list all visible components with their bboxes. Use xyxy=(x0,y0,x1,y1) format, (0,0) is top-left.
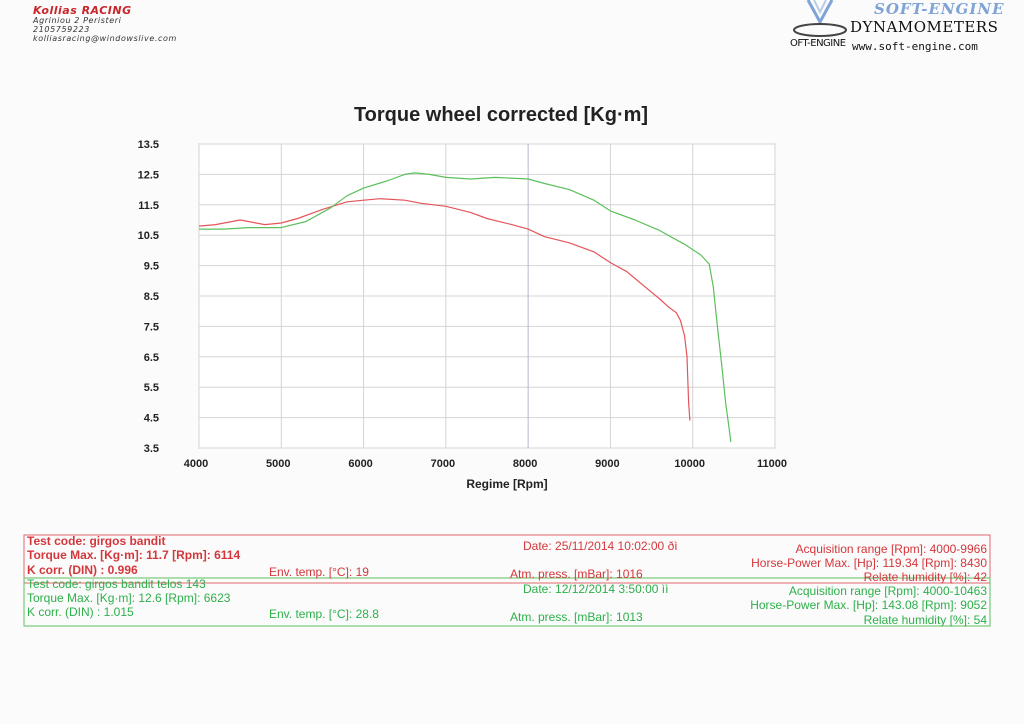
logo-url: www.soft-engine.com xyxy=(852,40,978,53)
company-phone: 2105759223 xyxy=(33,25,90,34)
run2-hp-max: Horse-Power Max. [Hp]: 143.08 [Rpm]: 905… xyxy=(750,598,987,612)
company-address: Agriniou 2 Peristeri xyxy=(33,16,122,25)
company-header: Kollias RACING Agriniou 2 Peristeri 2105… xyxy=(33,4,177,43)
run2-acq-range: Acquisition range [Rpm]: 4000-10463 xyxy=(788,584,987,598)
y-tick-label: 8.5 xyxy=(144,291,159,303)
chart-grid xyxy=(198,143,776,449)
x-tick-label: 4000 xyxy=(184,458,208,470)
run1-humidity: Relate humidity [%]: 42 xyxy=(863,570,987,584)
x-tick-label: 6000 xyxy=(348,458,372,470)
y-tick-label: 7.5 xyxy=(144,321,159,333)
run1-date: Date: 25/11/2014 10:02:00 ðì xyxy=(523,539,678,553)
x-axis-label: Regime [Rpm] xyxy=(466,477,547,491)
run2-date: Date: 12/12/2014 3:50:00 ìì xyxy=(523,582,669,596)
x-tick-label: 7000 xyxy=(431,458,455,470)
run1-atm-press: Atm. press. [mBar]: 1016 xyxy=(510,567,643,581)
y-tick-label: 5.5 xyxy=(144,382,159,394)
y-tick-label: 4.5 xyxy=(144,413,159,425)
series-line-1 xyxy=(198,198,691,421)
logo-emblem-icon xyxy=(793,0,847,37)
company-email: kolliasracing@windowslive.com xyxy=(33,34,177,43)
chart-title: Torque wheel corrected [Kg·m] xyxy=(353,104,649,126)
y-tick-label: 11.5 xyxy=(138,200,159,212)
y-tick-label: 6.5 xyxy=(144,352,159,364)
run2-k-corr: K corr. (DIN) : 1.015 xyxy=(27,605,134,619)
x-tick-label: 11000 xyxy=(757,458,787,470)
run1-hp-max: Horse-Power Max. [Hp]: 119.34 [Rpm]: 843… xyxy=(751,556,987,570)
y-tick-label: 13.5 xyxy=(138,139,159,151)
run1-env-temp: Env. temp. [°C]: 19 xyxy=(269,565,369,579)
x-axis-ticks: 4000 5000 6000 7000 8000 9000 10000 11000 xyxy=(184,458,787,470)
chart-series xyxy=(198,172,732,442)
logo-product: DYNAMOMETERS xyxy=(850,18,999,36)
y-tick-label: 9.5 xyxy=(144,261,159,273)
run2-atm-press: Atm. press. [mBar]: 1013 xyxy=(510,610,643,624)
y-tick-label: 12.5 xyxy=(138,169,159,181)
run1-torque-max: Torque Max. [Kg·m]: 11.7 [Rpm]: 6114 xyxy=(27,548,241,562)
y-tick-label: 3.5 xyxy=(144,443,159,455)
y-tick-label: 10.5 xyxy=(138,230,159,242)
x-tick-label: 9000 xyxy=(595,458,619,470)
series-line-2 xyxy=(199,172,732,442)
x-tick-label: 5000 xyxy=(266,458,290,470)
company-name: Kollias RACING xyxy=(33,4,132,17)
run2-torque-max: Torque Max. [Kg·m]: 12.6 [Rpm]: 6623 xyxy=(27,591,231,605)
logo-brand: SOFT-ENGINE xyxy=(874,0,1005,18)
soft-engine-logo: SOFT-ENGINE DYNAMOMETERS OFT-ENGINE www.… xyxy=(790,0,1010,56)
y-axis-ticks: 13.5 12.5 11.5 10.5 9.5 8.5 7.5 6.5 5.5 4.5 3.5 xyxy=(138,139,159,455)
run2-humidity: Relate humidity [%]: 54 xyxy=(863,613,987,627)
run1-acq-range: Acquisition range [Rpm]: 4000-9966 xyxy=(795,542,987,556)
run2-env-temp: Env. temp. [°C]: 28.8 xyxy=(269,607,379,621)
logo-sub: OFT-ENGINE xyxy=(790,38,846,49)
x-tick-label: 10000 xyxy=(674,458,705,470)
run2-test-code: Test code: girgos bandit telos 143 xyxy=(27,577,206,591)
run1-test-code: Test code: girgos bandit xyxy=(27,534,166,548)
x-tick-label: 8000 xyxy=(513,458,537,470)
run1-k-corr: K corr. (DIN) : 0.996 xyxy=(27,563,138,577)
